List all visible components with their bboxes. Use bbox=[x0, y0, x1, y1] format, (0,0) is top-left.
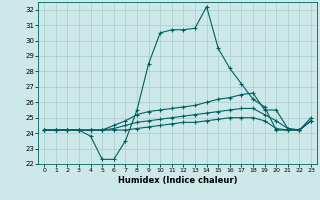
X-axis label: Humidex (Indice chaleur): Humidex (Indice chaleur) bbox=[118, 176, 237, 185]
